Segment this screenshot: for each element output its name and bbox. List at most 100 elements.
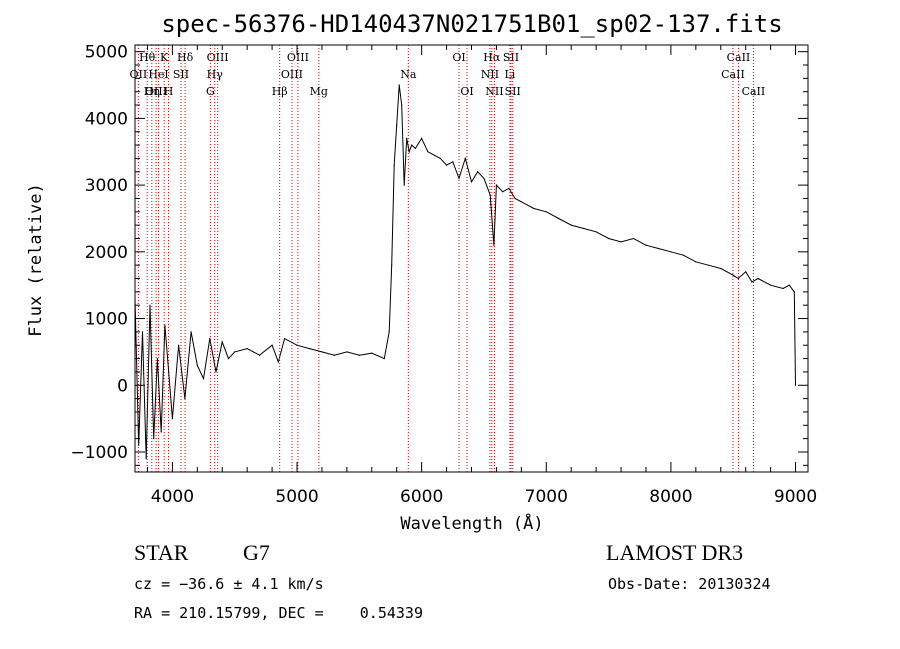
spectrum-point [346,351,348,353]
spectrum-point [745,271,747,273]
spectral-line-label: CaII [742,85,766,98]
spectrum-point [391,264,393,266]
y-tick-label: 5000 [85,43,128,63]
spectral-line-label: CaII [721,68,745,81]
spectral-line-label: Hα [483,51,501,64]
spectrum-point [321,351,323,353]
spectrum-point [477,171,479,173]
spectrum-series [134,84,797,460]
spectrum-point [156,357,159,360]
y-tick-label: 0 [117,376,128,396]
spectrum-point [558,217,560,220]
spectrum-point [751,281,753,283]
x-tick-label: 4000 [151,487,194,507]
spectrum-point [171,418,173,420]
spectrum-point [277,361,279,363]
spectrum-point [427,151,429,153]
spectral-line-label: SII [173,68,189,81]
spectral-line-label: OIII [145,85,167,98]
spectrum-point [737,277,739,280]
spectrum-point [682,254,684,256]
spectral-line-label: OI [460,85,473,98]
chart-title: spec-56376-HD140437N021751B01_sp02-137.f… [161,10,782,38]
x-tick-label: 5000 [275,487,318,507]
spectrum-point [508,187,510,190]
coordinates: RA = 210.15799, DEC = 0.54339 [134,604,423,622]
spectrum-point [141,331,144,333]
spectral-line-label: SII [503,51,519,64]
spectrum-point [794,384,797,386]
spectrum-point [732,274,734,276]
y-tick-label: 3000 [85,176,128,196]
object-type: STAR [134,540,189,565]
spectral-line-label: SII [505,85,521,98]
spectrum-point [227,357,230,360]
spectrum-point [308,347,311,350]
redshift-value: cz = −36.6 ± 4.1 km/s [134,575,324,593]
spectrum-point [414,147,417,150]
x-tick-label: 6000 [400,487,443,507]
plot-frame [134,44,809,473]
spectrum-point [483,177,485,180]
spectral-line-label: OI [452,51,465,64]
spectrum-point [215,371,217,373]
spectrum-point [632,237,635,240]
y-tick-label: 4000 [85,109,128,129]
spectrum-point [782,287,784,290]
spectrum-point [595,231,597,233]
spectral-line-label: NII [481,68,499,81]
spectrum-point [458,177,460,180]
spectrum-point [168,371,170,373]
spectrum-point [371,352,373,354]
axis-ticks: 4000 5000 6000 7000 8000 9000 −1000 0 1000 2000 30… [70,43,817,507]
spectral-line-label: Hη [144,85,160,98]
spectrum-point [401,104,403,106]
spectrum-point [164,324,166,326]
spectral-line-label: Hβ [272,85,288,98]
spectral-line-label: H [164,85,174,98]
spectrum-point [259,354,261,356]
spectrum-point [403,184,405,186]
spectral-line-label: Li [504,68,515,81]
spectrum-point [246,347,248,350]
spectrum-point [271,344,273,346]
spectrum-point [421,137,423,140]
object-subclass: G7 [243,540,270,565]
spectrum-point [489,194,491,196]
spectrum-point [388,331,390,333]
spectrum-point [514,197,516,200]
spectrum-point [184,398,186,400]
spectrum-point [470,181,473,183]
spectral-line-label: Hδ [177,51,194,64]
spectrum-point [221,341,223,343]
spectrum-point [793,291,795,293]
spectrum-point [153,438,155,440]
spectrum-point [757,277,759,280]
spectrum-point [570,224,572,226]
y-tick-label: 2000 [85,243,128,263]
spectrum-line-0 [134,84,796,459]
spectrum-point [670,251,672,253]
spectrum-point [620,241,622,243]
spectrum-point [190,331,192,333]
spectral-line-label: K [160,51,169,64]
spectral-line-label: Na [400,68,417,81]
spectral-line-label: HeI [148,68,168,81]
spectrum-point [533,207,535,210]
spectral-line-label: OIII [281,68,303,81]
spectrum-point [149,304,151,306]
spectrum-point [720,267,722,270]
spectrum-point [583,227,585,230]
spectrum-point [445,164,448,166]
spectrum-point [502,191,504,193]
spectrum-point [160,431,162,433]
spectrum-point [433,154,435,156]
spectrum-point [333,354,336,356]
spectrum-point [209,337,211,340]
spectrum-point [234,351,236,353]
spectrum-point [495,184,498,186]
spectrum-point [452,161,454,163]
y-axis-label: Flux (relative) [26,183,46,337]
y-tick-label: 1000 [85,310,128,330]
